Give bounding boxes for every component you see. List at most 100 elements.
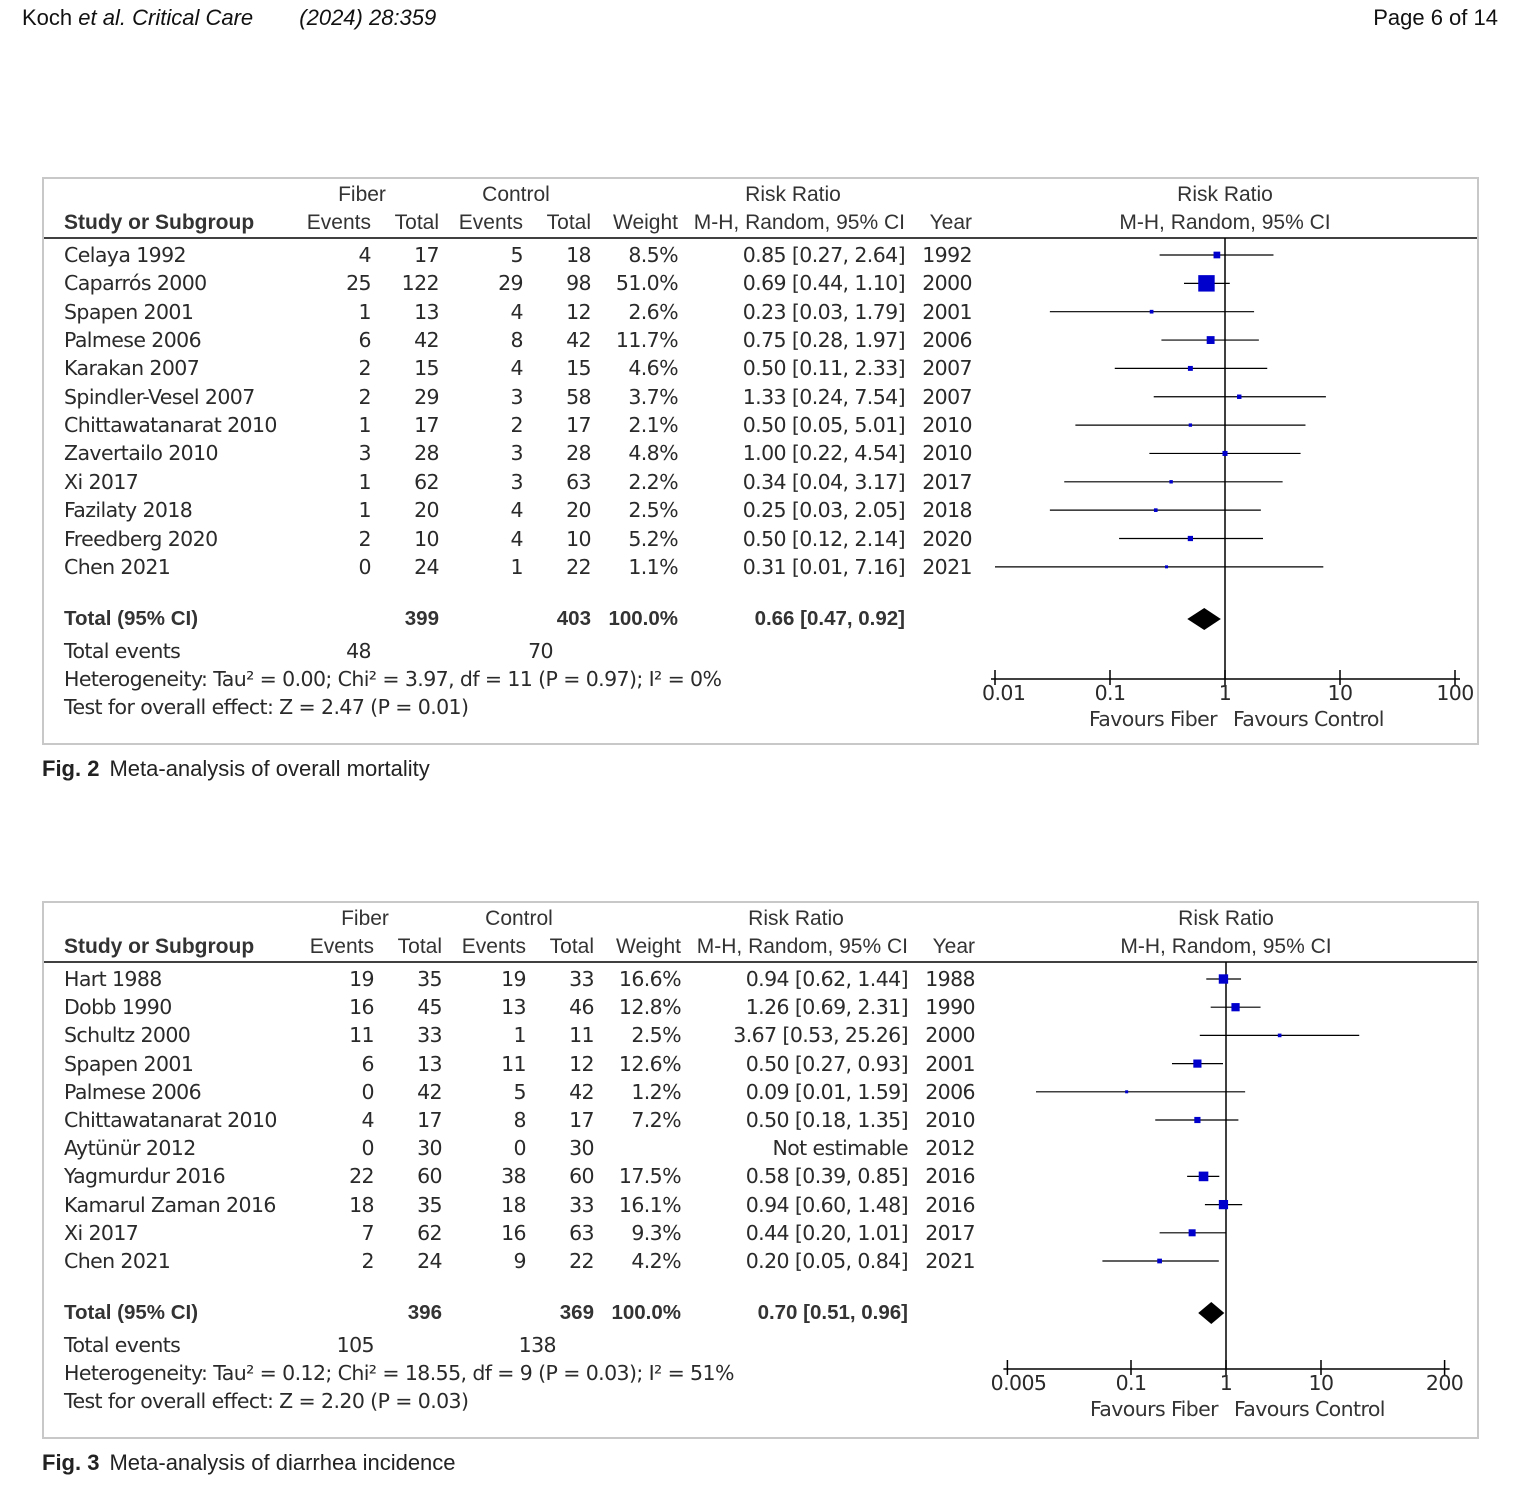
risk-ratio-ci: 1.33 [0.24, 7.54] xyxy=(742,384,906,409)
total-label: Total (95% CI) xyxy=(64,607,199,630)
header-total: Total xyxy=(397,935,442,958)
study-weight: 2.5% xyxy=(628,498,678,523)
fiber-events: 1 xyxy=(358,413,372,438)
control-total: 17 xyxy=(569,1108,594,1132)
study-year: 2006 xyxy=(922,328,972,353)
control-events: 8 xyxy=(513,1108,527,1132)
study-weight: 12.6% xyxy=(618,1051,682,1076)
fiber-events: 1 xyxy=(358,469,372,494)
study-marker xyxy=(1237,394,1242,399)
total-weight: 100.0% xyxy=(608,607,678,630)
fiber-events: 1 xyxy=(358,498,372,523)
control-events: 3 xyxy=(510,441,524,466)
pooled-diamond xyxy=(1198,1302,1225,1324)
fiber-events: 7 xyxy=(361,1220,375,1245)
risk-ratio-ci: 0.50 [0.11, 2.33] xyxy=(742,356,906,381)
fiber-events: 0 xyxy=(361,1079,375,1104)
risk-ratio-ci: 0.25 [0.03, 2.05] xyxy=(742,498,906,523)
header-method: M-H, Random, 95% CI xyxy=(693,211,905,234)
fiber-total: 45 xyxy=(417,995,442,1020)
fiber-total: 13 xyxy=(417,1051,442,1076)
risk-ratio-ci: 0.44 [0.20, 1.01] xyxy=(745,1220,909,1245)
study-weight: 17.5% xyxy=(618,1164,682,1189)
fiber-events: 6 xyxy=(361,1051,375,1076)
study-year: 2006 xyxy=(925,1079,975,1104)
study-weight: 2.5% xyxy=(631,1023,681,1048)
fiber-total: 62 xyxy=(414,469,439,494)
control-events: 0 xyxy=(513,1136,527,1161)
total-control: 403 xyxy=(556,607,591,630)
fiber-total: 17 xyxy=(414,413,439,438)
risk-ratio-ci: 0.50 [0.05, 5.01] xyxy=(742,413,906,438)
page-number: Page 6 of 14 xyxy=(1373,5,1498,30)
study-weight: 5.2% xyxy=(628,526,678,551)
fiber-total: 24 xyxy=(417,1249,442,1273)
control-total: 33 xyxy=(569,967,594,991)
header-risk-ratio: Risk Ratio xyxy=(745,183,841,206)
study-year: 2012 xyxy=(925,1136,975,1161)
fiber-events: 22 xyxy=(349,1164,374,1189)
risk-ratio-ci: 0.34 [0.04, 3.17] xyxy=(742,469,906,494)
study-year: 2000 xyxy=(925,1023,975,1048)
header-journal: Critical Care xyxy=(132,5,254,30)
control-events: 1 xyxy=(510,554,524,579)
forest-plot-svg xyxy=(44,961,1477,1375)
study-weight: 2.2% xyxy=(628,469,678,494)
risk-ratio-ci: 1.00 [0.22, 4.54] xyxy=(742,441,906,466)
fiber-total: 17 xyxy=(414,243,439,267)
study-marker xyxy=(1198,275,1215,292)
study-year: 2021 xyxy=(925,1249,975,1273)
fiber-total: 62 xyxy=(417,1220,442,1245)
fiber-total: 17 xyxy=(417,1108,442,1132)
study-year: 2016 xyxy=(925,1164,975,1189)
study-year: 2021 xyxy=(922,554,972,579)
study-weight: 4.2% xyxy=(631,1249,681,1273)
fiber-events: 2 xyxy=(358,526,372,551)
header-weight: Weight xyxy=(616,935,681,958)
running-header: Koch et al. Critical Care (2024) 28:359 xyxy=(22,5,436,31)
control-total: 98 xyxy=(566,271,591,296)
header-events: Events xyxy=(306,211,371,234)
study-name: Yagmurdur 2016 xyxy=(64,1164,226,1189)
control-events: 16 xyxy=(501,1220,526,1245)
favours-fiber: Favours Fiber xyxy=(1089,1397,1219,1421)
fiber-total: 35 xyxy=(417,1192,442,1217)
study-marker xyxy=(1153,508,1158,512)
fiber-events: 4 xyxy=(358,243,372,267)
fiber-total: 15 xyxy=(414,356,439,381)
header-control: Control xyxy=(482,183,550,206)
x-tick-label: 10 xyxy=(1327,681,1353,705)
risk-ratio-ci: 0.09 [0.01, 1.59] xyxy=(745,1079,909,1104)
study-name: Palmese 2006 xyxy=(64,1079,202,1104)
study-marker xyxy=(1193,1059,1202,1068)
total-weight: 100.0% xyxy=(611,1301,681,1324)
control-total: 17 xyxy=(566,413,591,438)
control-total: 22 xyxy=(566,554,591,579)
total-events-fiber: 105 xyxy=(336,1333,375,1357)
fiber-events: 0 xyxy=(361,1136,375,1161)
study-name: Xi 2017 xyxy=(64,1220,139,1245)
fiber-events: 18 xyxy=(349,1192,374,1217)
control-events: 5 xyxy=(510,243,524,267)
header-fiber: Fiber xyxy=(341,907,389,930)
study-name: Palmese 2006 xyxy=(64,328,202,353)
control-total: 42 xyxy=(566,328,591,353)
control-total: 58 xyxy=(566,384,591,409)
study-weight: 12.8% xyxy=(618,995,682,1020)
study-year: 1988 xyxy=(925,967,975,991)
fiber-total: 20 xyxy=(414,498,439,523)
study-marker xyxy=(1277,1033,1282,1038)
control-total: 28 xyxy=(566,441,591,466)
study-year: 2020 xyxy=(922,526,972,551)
control-events: 4 xyxy=(510,526,524,551)
study-weight: 2.1% xyxy=(628,413,678,438)
header-total: Total xyxy=(394,211,439,234)
pooled-diamond xyxy=(1187,608,1221,630)
risk-ratio-ci: 0.69 [0.44, 1.10] xyxy=(742,271,906,296)
study-weight: 16.6% xyxy=(618,967,682,991)
risk-ratio-ci: 0.75 [0.28, 1.97] xyxy=(742,328,906,353)
control-events: 18 xyxy=(501,1192,526,1217)
overall-effect: Test for overall effect: Z = 2.20 (P = 0… xyxy=(64,1389,469,1413)
study-name: Fazilaty 2018 xyxy=(64,498,193,523)
control-total: 63 xyxy=(569,1220,594,1245)
